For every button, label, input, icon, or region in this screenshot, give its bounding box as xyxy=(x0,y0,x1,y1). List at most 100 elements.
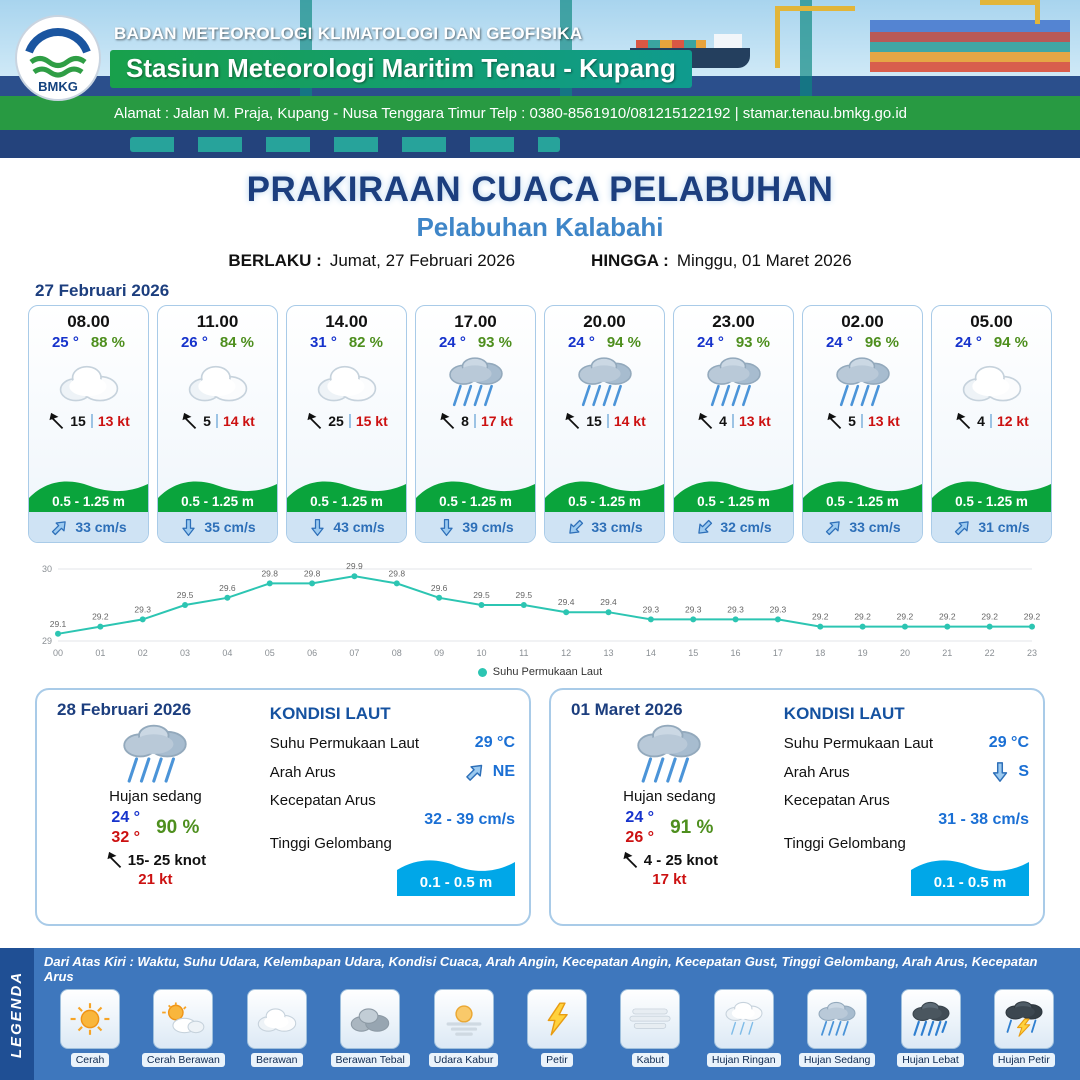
wave-height-value: 0.5 - 1.25 m xyxy=(52,494,125,509)
current-row: 35 cm/s xyxy=(158,512,277,542)
panel-weather-column: 01 Maret 2026 Hujan sedang 24 ° 26 ° 91 … xyxy=(565,700,774,914)
weather-icon xyxy=(570,355,640,409)
forecast-card: 08.00 25 ° 88 % 15 13 kt 0.5 - 1.25 m 33… xyxy=(28,305,149,543)
wave-height-label: Tinggi Gelombang xyxy=(269,835,392,852)
card-time: 17.00 xyxy=(454,312,497,331)
current-direction-label: Arah Arus xyxy=(269,763,336,781)
card-wind-row: 5 14 kt xyxy=(180,412,255,430)
svg-text:16: 16 xyxy=(731,648,741,658)
current-speed-label: Kecepatan Arus xyxy=(269,792,376,809)
rain-light-icon xyxy=(713,989,774,1049)
wave-height-band: 0.5 - 1.25 m xyxy=(287,474,406,512)
cloud-dark-icon xyxy=(340,989,401,1049)
chart-legend: Suhu Permukaan Laut xyxy=(0,666,1080,678)
legend-item: Berawan Tebal xyxy=(324,989,416,1067)
card-temperature: 31 ° xyxy=(309,334,337,351)
current-row: 31 cm/s xyxy=(932,512,1051,542)
legend-dot-icon xyxy=(477,667,487,677)
wind-speed: 4 xyxy=(719,413,727,429)
svg-text:29.3: 29.3 xyxy=(685,604,702,614)
svg-text:09: 09 xyxy=(434,648,444,658)
wave-height-band: 0.5 - 1.25 m xyxy=(29,474,148,512)
temp-min: 24 ° xyxy=(111,809,141,826)
validity-row: BERLAKU : Jumat, 27 Februari 2026 HINGGA… xyxy=(0,251,1080,271)
card-temp-humidity: 24 ° 93 % xyxy=(697,334,770,351)
svg-text:06: 06 xyxy=(307,648,317,658)
weather-icon xyxy=(111,722,199,786)
legend-item: Hujan Petir xyxy=(978,989,1070,1067)
card-temperature: 24 ° xyxy=(696,334,724,351)
card-wind-row: 15 14 kt xyxy=(563,412,646,430)
container-stack-illustration xyxy=(870,20,1070,72)
wind-gust: 13 kt xyxy=(738,413,771,429)
card-time: 08.00 xyxy=(67,312,110,331)
wave-height-label: Tinggi Gelombang xyxy=(783,835,906,852)
legend-item: Cerah Berawan xyxy=(137,989,229,1067)
chart-legend-label: Suhu Permukaan Laut xyxy=(492,666,603,678)
svg-text:13: 13 xyxy=(604,648,614,658)
current-speed: 33 cm/s xyxy=(75,519,127,535)
panel-temp-humidity: 24 ° 26 ° 91 % xyxy=(625,809,713,847)
wind-speed: 4 xyxy=(977,413,985,429)
card-wind-row: 5 13 kt xyxy=(825,412,900,430)
wave-height-box: 0.1 - 0.5 m xyxy=(397,854,515,896)
card-time: 23.00 xyxy=(712,312,755,331)
forecast-cards-row: 08.00 25 ° 88 % 15 13 kt 0.5 - 1.25 m 33… xyxy=(28,305,1052,543)
wave-height-value: 0.5 - 1.25 m xyxy=(310,494,383,509)
svg-text:29.2: 29.2 xyxy=(92,612,109,622)
svg-text:19: 19 xyxy=(858,648,868,658)
divider xyxy=(731,414,734,428)
svg-text:29.2: 29.2 xyxy=(854,612,871,622)
card-temp-humidity: 24 ° 94 % xyxy=(955,334,1028,351)
legend-item-label: Berawan xyxy=(251,1053,303,1067)
current-speed-value: 32 - 39 cm/s xyxy=(424,811,515,828)
divider xyxy=(90,414,93,428)
svg-text:29.3: 29.3 xyxy=(727,604,744,614)
humidity: 91 % xyxy=(670,817,714,838)
wind-gust: 17 kt xyxy=(652,871,687,888)
card-humidity: 96 % xyxy=(864,334,900,351)
wave-height-value: 0.5 - 1.25 m xyxy=(955,494,1028,509)
sst-chart: 29 30 29.1 00 29.2 01 29.3 02 29.5 03 29.6 04 29.8 05… xyxy=(30,553,1050,664)
wave-height-value: 0.5 - 1.25 m xyxy=(568,494,641,509)
fog-icon xyxy=(620,989,681,1049)
hingga-label: HINGGA : xyxy=(591,251,669,270)
header-illustration xyxy=(800,0,812,96)
wave-height-value: 0.5 - 1.25 m xyxy=(181,494,254,509)
sea-condition-column: KONDISI LAUT Suhu Permukaan Laut 29 °C A… xyxy=(774,700,1029,914)
forecast-date: 27 Februari 2026 xyxy=(35,281,170,300)
weather-icon xyxy=(828,355,898,409)
svg-text:29.6: 29.6 xyxy=(431,583,448,593)
wave-height-value: 0.1 - 0.5 m xyxy=(933,874,1007,891)
svg-text:04: 04 xyxy=(222,648,232,658)
wind-gust: 15 kt xyxy=(355,413,388,429)
legend-item-label: Hujan Petir xyxy=(992,1053,1055,1067)
svg-text:29.2: 29.2 xyxy=(897,612,914,622)
current-row: 32 cm/s xyxy=(674,512,793,542)
current-direction-icon xyxy=(464,761,486,783)
current-speed: 33 cm/s xyxy=(591,519,643,535)
current-row: 33 cm/s xyxy=(29,512,148,542)
legend-item: Hujan Sedang xyxy=(791,989,883,1067)
wave-height-value: 0.5 - 1.25 m xyxy=(697,494,770,509)
lightning-icon xyxy=(526,989,587,1049)
sea-heading: KONDISI LAUT xyxy=(783,704,905,723)
wave-height-band: 0.5 - 1.25 m xyxy=(803,474,922,512)
card-time: 20.00 xyxy=(583,312,626,331)
card-wind-row: 15 13 kt xyxy=(47,412,130,430)
header-banner: BMKG BADAN METEOROLOGI KLIMATOLOGI DAN G… xyxy=(0,0,1080,158)
divider xyxy=(215,414,218,428)
svg-text:29.5: 29.5 xyxy=(473,590,490,600)
current-row: 39 cm/s xyxy=(416,512,535,542)
card-wind-row: 8 17 kt xyxy=(438,412,513,430)
crane-illustration xyxy=(980,0,1040,24)
current-speed-label: Kecepatan Arus xyxy=(783,792,890,809)
legend-item-label: Berawan Tebal xyxy=(330,1053,410,1067)
agency-name: BADAN METEOROLOGI KLIMATOLOGI DAN GEOFIS… xyxy=(114,24,583,43)
storm-icon xyxy=(993,989,1054,1049)
sun-icon xyxy=(60,989,120,1049)
temp-max: 26 ° xyxy=(625,829,655,846)
legend-note: Dari Atas Kiri : Waktu, Suhu Udara, Kele… xyxy=(44,954,1038,984)
svg-text:29.3: 29.3 xyxy=(643,604,660,614)
svg-text:10: 10 xyxy=(476,648,486,658)
